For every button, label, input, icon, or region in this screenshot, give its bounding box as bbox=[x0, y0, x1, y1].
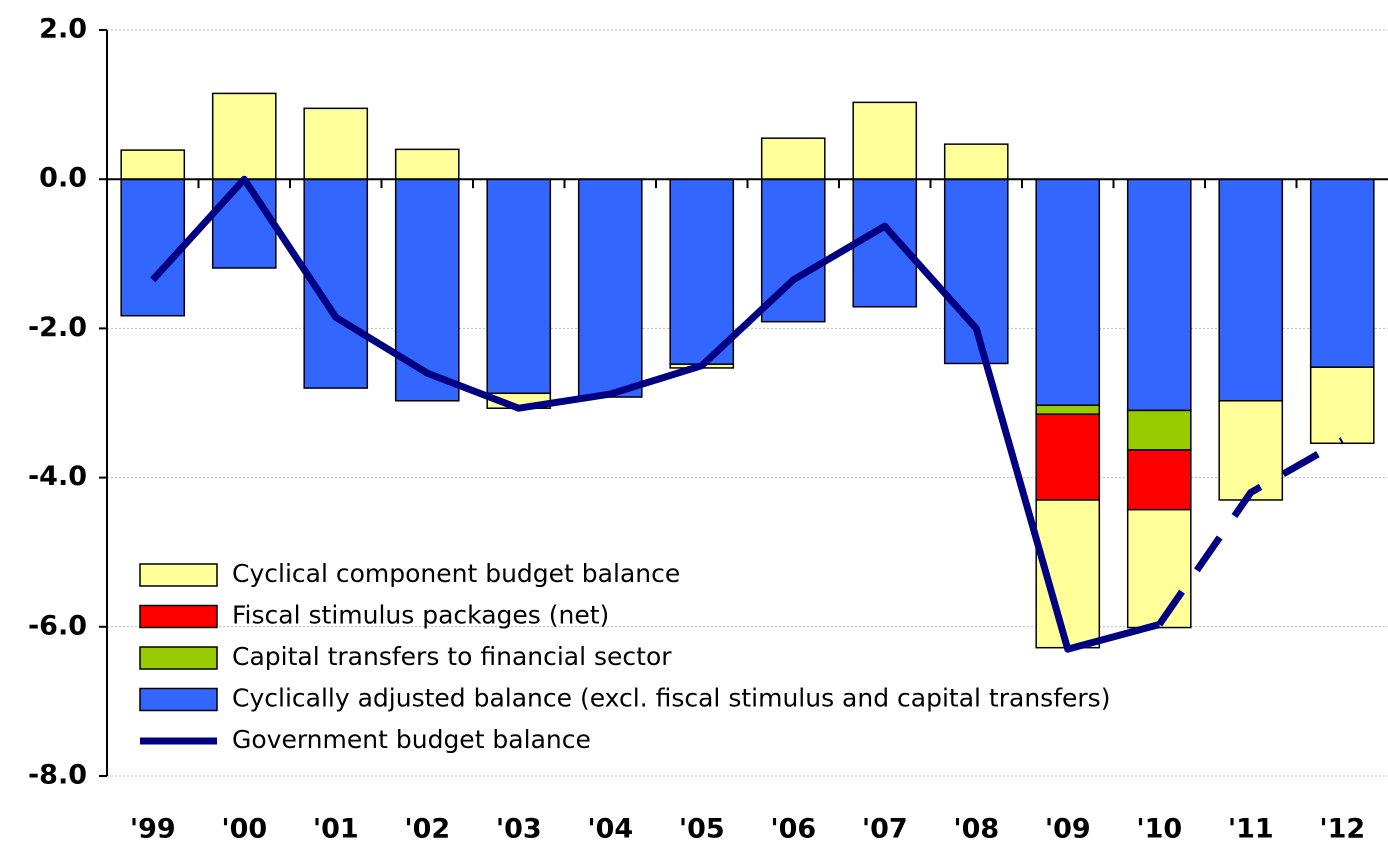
legend-swatch bbox=[139, 646, 218, 670]
bar bbox=[1126, 449, 1192, 511]
y-tick-label: 2.0 bbox=[39, 14, 87, 45]
bar bbox=[669, 178, 735, 365]
x-tick-label: '11 bbox=[1228, 814, 1274, 845]
line-series bbox=[150, 175, 1161, 653]
x-tick-label: '07 bbox=[862, 814, 908, 845]
x-tick-label: '12 bbox=[1319, 814, 1365, 845]
x-tick-label: '00 bbox=[221, 814, 267, 845]
line-series bbox=[1156, 437, 1344, 627]
legend-label: Government budget balance bbox=[232, 725, 591, 754]
bar bbox=[1309, 366, 1375, 445]
legend-swatch bbox=[139, 687, 218, 712]
y-tick-label: -2.0 bbox=[28, 312, 87, 343]
x-tick-label: '01 bbox=[313, 814, 359, 845]
bar bbox=[1126, 409, 1192, 451]
bar bbox=[1035, 413, 1101, 501]
y-tick-label: -4.0 bbox=[28, 461, 87, 492]
bar bbox=[943, 143, 1009, 180]
bar bbox=[852, 178, 918, 308]
bar bbox=[1035, 404, 1101, 415]
bar bbox=[486, 178, 552, 395]
x-tick-label: '02 bbox=[404, 814, 450, 845]
x-tick-label: '06 bbox=[770, 814, 816, 845]
bar bbox=[1126, 178, 1192, 412]
legend-label: Cyclical component budget balance bbox=[232, 559, 680, 588]
legend-label: Capital transfers to financial sector bbox=[232, 642, 672, 671]
bar bbox=[1126, 508, 1192, 629]
x-tick-label: '09 bbox=[1045, 814, 1091, 845]
y-tick-label: -8.0 bbox=[28, 760, 87, 791]
bar bbox=[394, 178, 460, 402]
x-tick-label: '04 bbox=[587, 814, 633, 845]
x-tick-label: '08 bbox=[953, 814, 999, 845]
bar bbox=[303, 107, 369, 180]
bar bbox=[394, 148, 460, 180]
bar bbox=[1309, 178, 1375, 368]
bar bbox=[577, 178, 643, 398]
bar bbox=[211, 92, 277, 180]
legend-label: Cyclically adjusted balance (excl. fisca… bbox=[232, 684, 1110, 713]
legend-swatch bbox=[139, 563, 218, 587]
bar bbox=[852, 101, 918, 180]
bar bbox=[1035, 178, 1101, 406]
x-tick-label: '05 bbox=[679, 814, 725, 845]
y-tick-label: -6.0 bbox=[28, 610, 87, 641]
bar bbox=[1218, 400, 1284, 501]
legend-label: Fiscal stimulus packages (net) bbox=[232, 601, 609, 630]
bar bbox=[211, 178, 277, 269]
x-tick-label: '99 bbox=[130, 814, 176, 845]
bar bbox=[1218, 178, 1284, 402]
y-tick-label: 0.0 bbox=[39, 163, 87, 194]
bar bbox=[120, 149, 186, 180]
legend-swatch bbox=[139, 604, 218, 629]
bar bbox=[120, 178, 186, 317]
x-tick-label: '10 bbox=[1136, 814, 1182, 845]
x-tick-label: '03 bbox=[496, 814, 542, 845]
bar bbox=[760, 137, 826, 180]
